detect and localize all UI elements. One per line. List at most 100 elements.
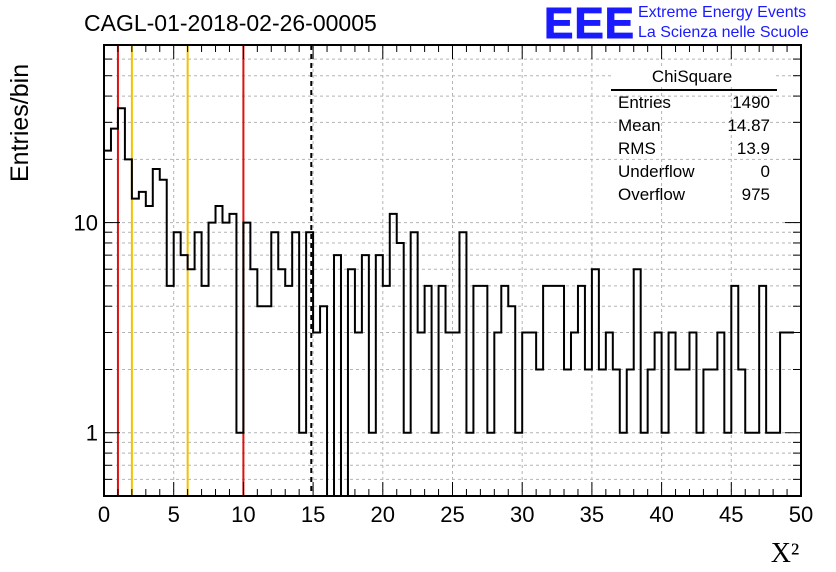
x-tick-label: 25 — [440, 502, 464, 527]
logo-caption: Extreme Energy Events La Scienza nelle S… — [638, 3, 809, 43]
histogram-bin — [209, 223, 216, 496]
stats-row: RMS 13.9 — [618, 139, 770, 161]
histogram-bin — [439, 286, 446, 496]
histogram-bin — [334, 255, 341, 496]
stats-title: ChiSquare — [611, 67, 773, 87]
histogram-bin — [480, 286, 487, 496]
histogram-bin — [543, 286, 550, 496]
histogram-bin — [459, 232, 466, 496]
stats-row: Entries 1490 — [618, 93, 770, 115]
x-tick-label: 0 — [98, 502, 110, 527]
histogram-bin — [787, 332, 794, 496]
histogram-bin — [222, 223, 229, 496]
histogram-bin — [146, 206, 153, 496]
histogram-bin — [425, 286, 432, 496]
histogram-bin — [111, 129, 118, 496]
histogram-bin — [508, 306, 515, 496]
stats-key: Overflow — [618, 185, 686, 204]
stats-value: 13.9 — [736, 139, 770, 158]
stats-key: Entries — [618, 93, 671, 112]
y-tick-label: 10 — [74, 211, 98, 236]
histogram-bin — [125, 159, 132, 496]
histogram-bin — [529, 332, 536, 496]
stats-value: 14.87 — [727, 116, 770, 135]
histogram-bin — [195, 232, 202, 496]
histogram-bin — [188, 269, 195, 496]
stats-key: RMS — [618, 139, 656, 158]
histogram-bin — [780, 332, 787, 496]
histogram-bin — [390, 214, 397, 496]
histogram-bin — [717, 332, 724, 496]
stats-divider — [611, 89, 777, 91]
histogram-bin — [571, 332, 578, 496]
histogram-bin — [181, 255, 188, 496]
histogram-bin — [243, 223, 250, 496]
stats-row: Underflow 0 — [618, 162, 770, 184]
marker-lines — [116, 45, 313, 496]
x-tick-label: 40 — [649, 502, 673, 527]
axis-tick-labels: 0 5 10 15 20 25 30 35 40 45 50 1 10 — [74, 211, 814, 527]
x-tick-label: 20 — [371, 502, 395, 527]
histogram-bin — [592, 269, 599, 496]
histogram-bin — [355, 332, 362, 496]
histogram-bin — [494, 332, 501, 496]
logo-line-2: La Scienza nelle Scuole — [638, 24, 809, 41]
histogram-outline — [104, 107, 795, 496]
histogram-bin — [383, 286, 390, 496]
logo-line-1: Extreme Energy Events — [638, 4, 807, 21]
histogram-bin — [411, 232, 418, 496]
histogram-bin — [550, 286, 557, 496]
histogram-bin — [257, 306, 264, 496]
histogram-bin — [202, 286, 209, 496]
x-tick-label: 30 — [510, 502, 534, 527]
histogram-bin — [634, 269, 641, 496]
histogram-bin — [689, 332, 696, 496]
histogram-bin — [229, 214, 236, 496]
stats-row: Mean 14.87 — [618, 116, 770, 138]
histogram-bin — [160, 180, 167, 496]
histogram-bin — [320, 306, 327, 496]
stats-key: Underflow — [618, 162, 695, 181]
histogram-bin — [557, 286, 564, 496]
x-tick-label: 35 — [580, 502, 604, 527]
histogram-bin — [348, 269, 355, 496]
histogram-bin — [418, 332, 425, 496]
histogram-bin — [216, 206, 223, 496]
histogram-bin — [174, 232, 181, 496]
histogram-bin — [313, 332, 320, 496]
stats-value: 975 — [741, 185, 770, 204]
histogram-bin — [292, 232, 299, 496]
eee-logo: EEE — [544, 2, 635, 42]
histogram-bin — [606, 332, 613, 496]
run-title: CAGL-01-2018-02-26-00005 — [84, 10, 377, 36]
histogram-bin — [264, 306, 271, 496]
histogram-bin — [473, 286, 480, 496]
stats-value: 1490 — [732, 93, 770, 112]
x-tick-label: 45 — [719, 502, 743, 527]
histogram-bin — [362, 255, 369, 496]
histogram-bin — [453, 332, 460, 496]
y-axis-label: Entries/bin — [6, 63, 34, 182]
stats-row: Overflow 975 — [618, 185, 770, 207]
histogram-bin — [669, 332, 676, 496]
histogram-bin — [578, 286, 585, 496]
histogram-bin — [376, 255, 383, 496]
histogram-bin — [139, 192, 146, 496]
axis-ticks — [103, 45, 802, 496]
histogram-bin — [104, 151, 111, 496]
histogram-bin — [285, 286, 292, 496]
histogram-bin — [446, 332, 453, 496]
histogram-bin — [731, 286, 738, 496]
histogram-bin — [522, 332, 529, 496]
histogram-bin — [655, 332, 662, 496]
histogram-bin — [501, 286, 508, 496]
histogram-bin — [250, 269, 257, 496]
x-axis-label: X² — [771, 538, 800, 569]
x-tick-label: 50 — [789, 502, 813, 527]
histogram-bin — [167, 286, 174, 496]
stats-key: Mean — [618, 116, 661, 135]
histogram-bin — [271, 232, 278, 496]
x-tick-label: 10 — [231, 502, 255, 527]
histogram-bin — [118, 108, 125, 496]
